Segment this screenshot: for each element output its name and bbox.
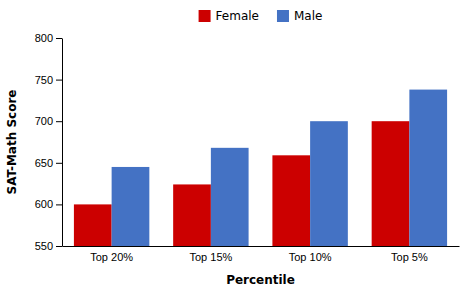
tick-mark: [56, 204, 62, 205]
tick-mark: [56, 121, 62, 122]
tick: 600: [35, 198, 62, 210]
bar: [173, 184, 211, 246]
tick-label: 700: [35, 115, 53, 127]
tick-label: 550: [35, 240, 53, 252]
bar: [310, 121, 348, 246]
tick: 650: [35, 157, 62, 169]
bar: [112, 167, 150, 246]
legend: Female Male: [199, 9, 323, 23]
tick: 800: [35, 32, 62, 44]
bar: [409, 90, 447, 246]
legend-label: Male: [294, 9, 322, 23]
chart: 550600650700750800Top 20%Top 15%Top 10%T…: [0, 0, 474, 292]
bar: [211, 148, 249, 246]
x-axis-title: Percentile: [226, 273, 295, 287]
tick-mark: [56, 80, 62, 81]
tick: 550: [35, 240, 62, 252]
tick-label: Top 10%: [289, 251, 332, 263]
y-axis: 550 600 650 700 750 800: [35, 32, 63, 252]
bar: [372, 121, 410, 246]
x-axis: Top 20% Top 15% Top 10% Top 5%: [63, 247, 460, 263]
tick: Top 15%: [189, 251, 232, 263]
tick: Top 20%: [90, 251, 133, 263]
tick: Top 10%: [289, 251, 332, 263]
tick-mark: [56, 38, 62, 39]
y-axis-title: SAT-Math Score: [5, 90, 19, 195]
bars: [74, 90, 447, 246]
tick-label: 750: [35, 74, 53, 86]
bar: [272, 155, 310, 246]
tick-label: Top 5%: [391, 251, 428, 263]
legend-item: Female: [199, 9, 259, 23]
legend-item: Male: [277, 9, 322, 23]
legend-label: Female: [216, 9, 259, 23]
legend-swatch: [199, 10, 211, 22]
tick-label: 600: [35, 198, 53, 210]
tick-label: Top 20%: [90, 251, 133, 263]
legend-swatch: [277, 10, 289, 22]
axis-line: [62, 39, 63, 247]
tick: 750: [35, 74, 62, 86]
tick-label: 800: [35, 32, 53, 44]
tick-label: Top 15%: [189, 251, 232, 263]
bar: [74, 204, 112, 246]
tick-mark: [56, 163, 62, 164]
plot: 550600650700750800Top 20%Top 15%Top 10%T…: [35, 32, 460, 292]
axis-line: [63, 246, 460, 247]
tick-label: 650: [35, 157, 53, 169]
tick-mark: [56, 246, 62, 247]
tick: 700: [35, 115, 62, 127]
tick: Top 5%: [391, 251, 428, 263]
